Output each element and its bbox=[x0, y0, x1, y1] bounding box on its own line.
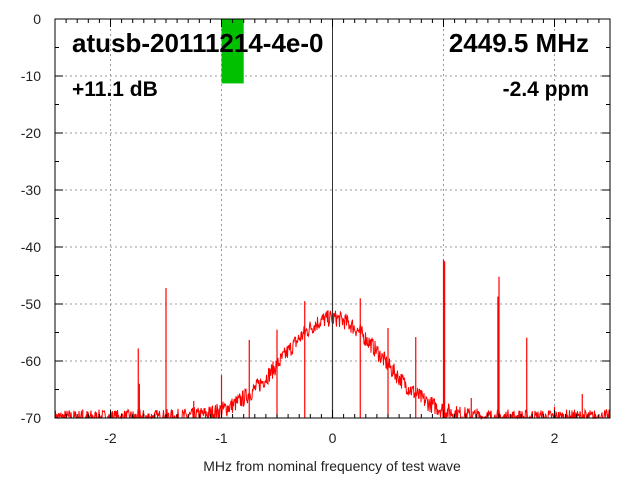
x-tick-label: 2 bbox=[551, 430, 559, 446]
ticks: -2 -1 0 1 20-10-20-30-40-50-60-70 bbox=[21, 11, 611, 446]
x-tick-label: 1 bbox=[440, 430, 448, 446]
y-tick-label: -70 bbox=[21, 410, 41, 426]
level-bar bbox=[221, 19, 244, 84]
x-axis-label: MHz from nominal frequency of test wave bbox=[203, 458, 461, 474]
x-tick-label: -2 bbox=[104, 430, 117, 446]
gain-label: +11.1 dB bbox=[72, 78, 158, 101]
y-tick-label: -40 bbox=[21, 239, 41, 255]
y-tick-label: -10 bbox=[21, 68, 41, 84]
device-title: atusb-20111214-4e-0 bbox=[72, 28, 324, 58]
y-tick-label: -60 bbox=[21, 353, 41, 369]
offset-label: -2.4 ppm bbox=[503, 78, 589, 101]
frequency-label: 2449.5 MHz bbox=[449, 28, 589, 58]
x-tick-label: -1 bbox=[215, 430, 228, 446]
y-tick-label: 0 bbox=[33, 11, 41, 27]
x-tick-label: 0 bbox=[329, 430, 337, 446]
y-tick-label: -20 bbox=[21, 125, 41, 141]
y-tick-label: -50 bbox=[21, 296, 41, 312]
y-tick-label: -30 bbox=[21, 182, 41, 198]
